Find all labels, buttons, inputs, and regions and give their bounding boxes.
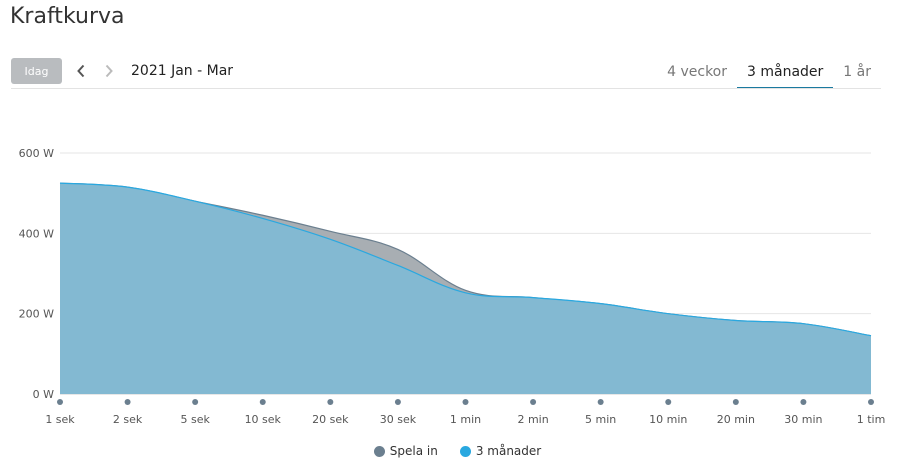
x-tick-label: 5 sek bbox=[180, 413, 210, 426]
x-tick-marker bbox=[462, 399, 469, 405]
x-tick-label: 30 sek bbox=[380, 413, 417, 426]
series-area-1 bbox=[60, 183, 871, 394]
legend-item-3-months[interactable]: 3 månader bbox=[459, 444, 542, 458]
x-tick-label: 10 min bbox=[649, 413, 687, 426]
x-tick-marker bbox=[732, 399, 739, 405]
x-tick-marker bbox=[192, 399, 199, 405]
y-tick-label: 600 W bbox=[19, 147, 54, 160]
x-tick-label: 5 min bbox=[585, 413, 616, 426]
x-tick-marker bbox=[868, 399, 874, 405]
x-tick-label: 30 min bbox=[784, 413, 822, 426]
tab-3-months[interactable]: 3 månader bbox=[737, 58, 834, 89]
x-tick-marker bbox=[800, 399, 807, 405]
y-tick-label: 0 W bbox=[33, 388, 54, 401]
page-title: Kraftkurva bbox=[10, 4, 125, 29]
x-tick-marker bbox=[394, 399, 401, 405]
range-tabs: 4 veckor 3 månader 1 år bbox=[657, 58, 881, 89]
power-curve-chart: 0 W 200 W 400 W 600 W 1 sek 2 sek 5 sek 10 sek 2… bbox=[19, 147, 886, 426]
x-tick-label: 2 sek bbox=[113, 413, 143, 426]
series-line-1 bbox=[59, 182, 872, 337]
x-tick-marker bbox=[124, 399, 131, 405]
tab-4-weeks[interactable]: 4 veckor bbox=[667, 64, 727, 80]
today-button[interactable]: Idag bbox=[11, 58, 62, 84]
x-tick-label: 10 sek bbox=[245, 413, 282, 426]
previous-period-button[interactable] bbox=[71, 61, 91, 81]
x-tick-label: 1 tim bbox=[857, 413, 886, 426]
x-tick-marker bbox=[665, 399, 672, 405]
chevron-right-icon bbox=[105, 64, 113, 78]
x-tick-label: 20 sek bbox=[312, 413, 349, 426]
legend-label-record: Spela in bbox=[389, 444, 438, 458]
tab-1-year[interactable]: 1 år bbox=[843, 64, 871, 80]
x-tick-label: 1 sek bbox=[45, 413, 75, 426]
legend-dot-3-months bbox=[459, 445, 471, 457]
toolbar-divider bbox=[11, 88, 881, 89]
legend-dot-record bbox=[373, 445, 385, 457]
x-tick-label: 1 min bbox=[450, 413, 481, 426]
next-period-button[interactable] bbox=[99, 61, 119, 81]
y-tick-label: 200 W bbox=[19, 308, 54, 321]
legend-label-3-months: 3 månader bbox=[475, 444, 542, 458]
period-label: 2021 Jan - Mar bbox=[131, 63, 234, 79]
x-tick-marker bbox=[597, 399, 604, 405]
legend-item-record[interactable]: Spela in bbox=[373, 444, 438, 458]
x-tick-marker bbox=[327, 399, 334, 405]
x-tick-marker bbox=[530, 399, 537, 405]
y-tick-label: 400 W bbox=[19, 227, 54, 240]
chevron-left-icon bbox=[77, 64, 85, 78]
x-tick-marker bbox=[57, 399, 63, 405]
x-tick-label: 20 min bbox=[717, 413, 755, 426]
x-tick-label: 2 min bbox=[517, 413, 548, 426]
x-tick-marker bbox=[259, 399, 266, 405]
chart-legend: Spela in 3 månader bbox=[0, 444, 915, 458]
